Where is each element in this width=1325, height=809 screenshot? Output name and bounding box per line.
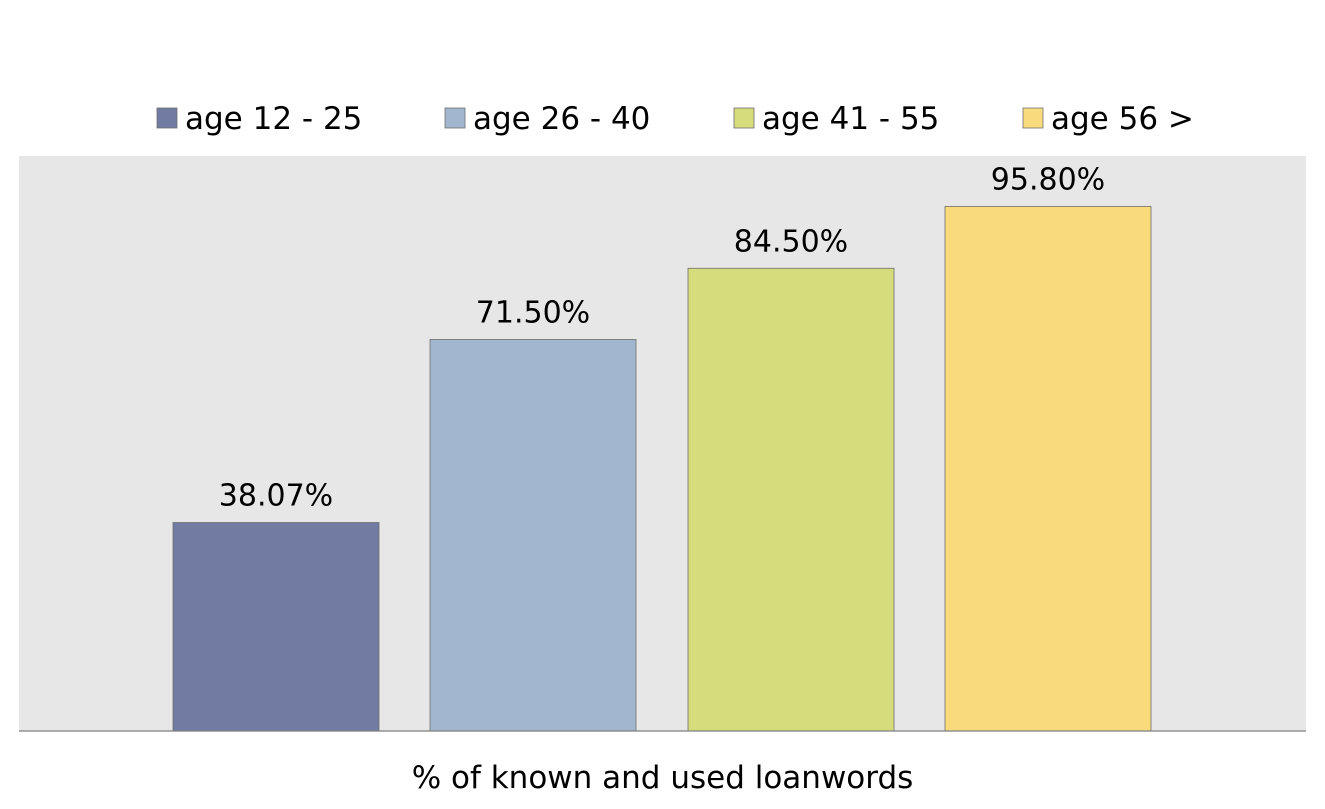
legend-label-age-12-25: age 12 - 25 [185, 101, 362, 137]
bar-age-56 [944, 205, 1152, 732]
legend-swatch-age-26-40 [444, 107, 466, 129]
x-axis-label: % of known and used loanwords [412, 760, 914, 796]
data-label-age-41-55: 84.50% [734, 224, 848, 259]
legend-label-age-26-40: age 26 - 40 [473, 101, 650, 137]
bar-age-26-40 [429, 339, 637, 732]
bars [172, 205, 1152, 732]
legend-item-age-12-25: age 12 - 25 [156, 101, 362, 137]
data-label-age-26-40: 71.50% [476, 295, 590, 330]
legend: age 12 - 25 age 26 - 40 age 41 - 55 age 56 … [156, 101, 1194, 137]
legend-swatch-age-12-25 [156, 107, 178, 129]
legend-item-age-26-40: age 26 - 40 [444, 101, 650, 137]
legend-item-age-56: age 56 > [1022, 101, 1194, 137]
legend-item-age-41-55: age 41 - 55 [733, 101, 939, 137]
data-label-age-56: 95.80% [991, 162, 1105, 197]
legend-label-age-41-55: age 41 - 55 [762, 101, 939, 137]
legend-swatch-age-41-55 [733, 107, 755, 129]
legend-swatch-age-56 [1022, 107, 1044, 129]
bar-age-41-55 [687, 267, 895, 732]
legend-label-age-56: age 56 > [1051, 101, 1194, 137]
data-labels: 38.07% 71.50% 84.50% 95.80% [219, 162, 1105, 513]
bar-age-12-25 [172, 522, 380, 732]
data-label-age-12-25: 38.07% [219, 479, 333, 514]
